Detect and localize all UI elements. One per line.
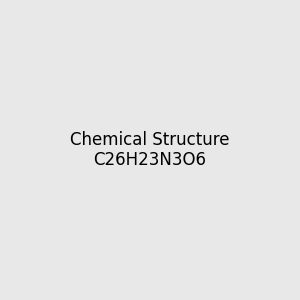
Text: Chemical Structure
C26H23N3O6: Chemical Structure C26H23N3O6 xyxy=(70,130,230,170)
